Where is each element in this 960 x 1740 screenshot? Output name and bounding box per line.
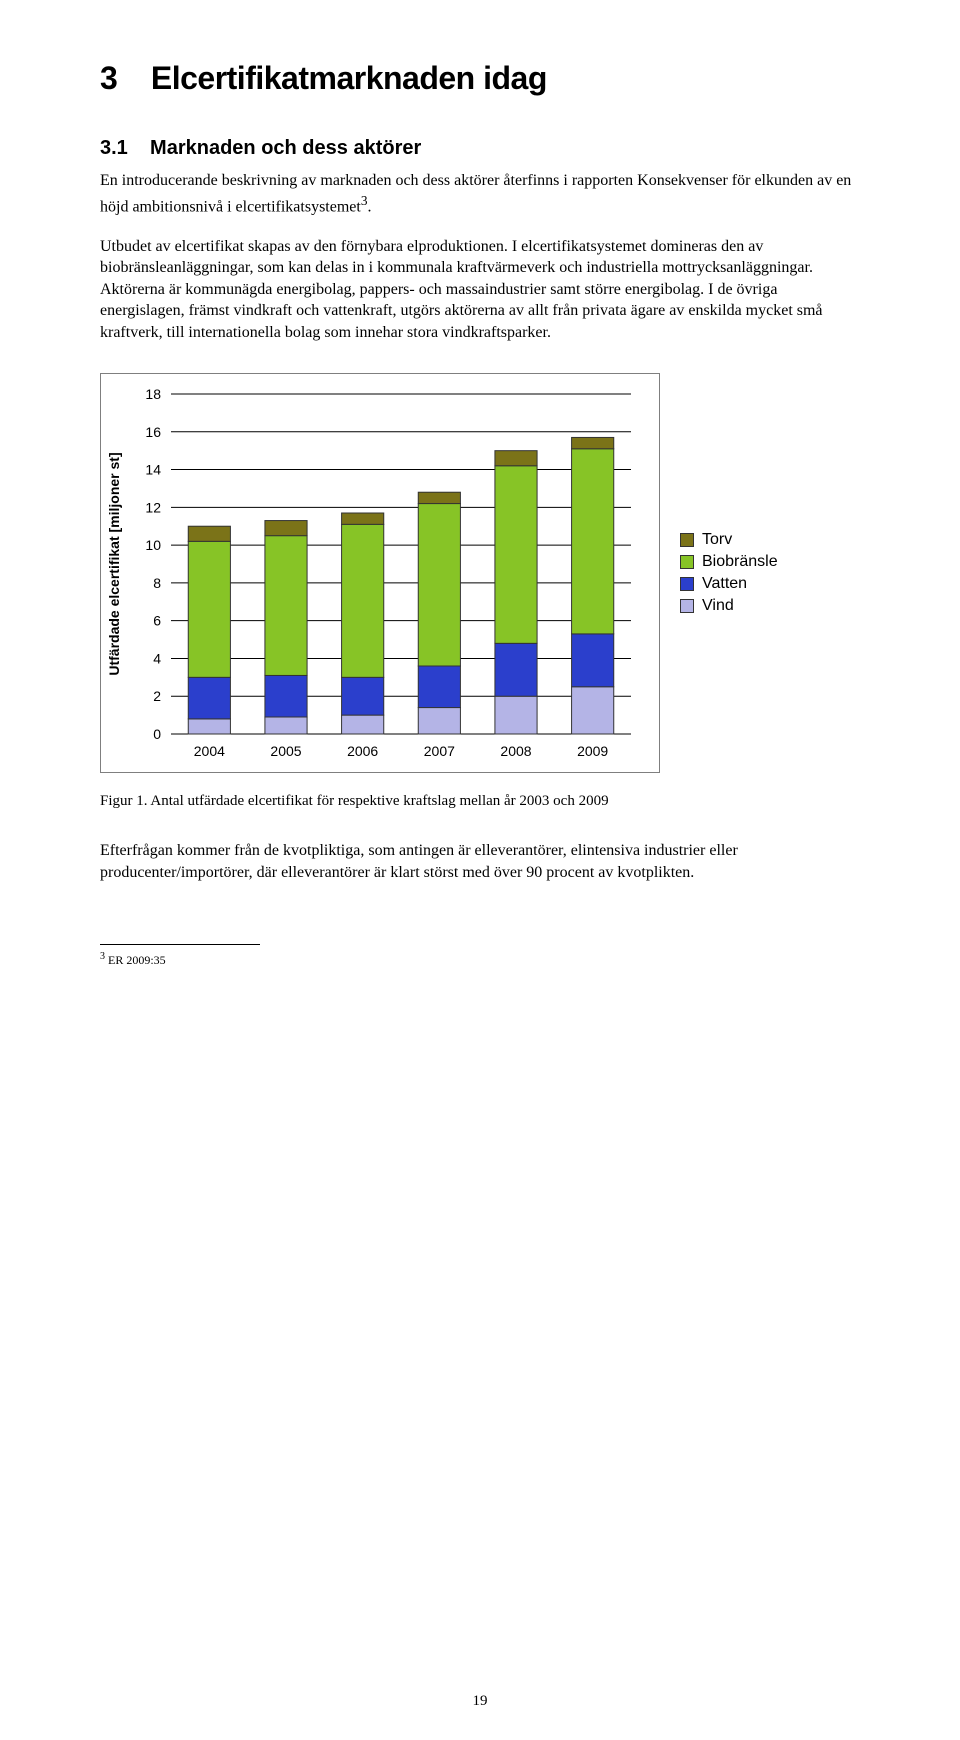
page-number: 19 (0, 1693, 960, 1710)
svg-text:14: 14 (145, 462, 161, 478)
legend-item: Vind (680, 597, 778, 615)
svg-text:8: 8 (153, 575, 161, 591)
svg-text:2006: 2006 (347, 743, 378, 759)
svg-text:0: 0 (153, 726, 161, 742)
heading-2: 3.1 Marknaden och dess aktörer (100, 137, 860, 160)
svg-text:2005: 2005 (270, 743, 301, 759)
svg-text:18: 18 (145, 386, 161, 402)
page: 3 Elcertifikatmarknaden idag 3.1 Marknad… (0, 0, 960, 1740)
svg-text:4: 4 (153, 651, 161, 667)
heading-1: 3 Elcertifikatmarknaden idag (100, 60, 860, 97)
heading-2-number: 3.1 (100, 137, 128, 159)
svg-text:2: 2 (153, 689, 161, 705)
chart-svg: 0 2 4 6 8 10 12 14 16 18 2004 2005 2006 2007 2008 2009 U… (101, 374, 661, 774)
legend-swatch (680, 533, 694, 547)
legend-label: Vatten (702, 575, 747, 593)
svg-text:12: 12 (145, 500, 161, 516)
svg-text:2004: 2004 (194, 743, 225, 759)
svg-text:2008: 2008 (500, 743, 531, 759)
legend-label: Torv (702, 531, 732, 549)
legend-item: Torv (680, 531, 778, 549)
legend-swatch (680, 599, 694, 613)
svg-text:2007: 2007 (424, 743, 455, 759)
legend-item: Vatten (680, 575, 778, 593)
legend-label: Biobränsle (702, 553, 778, 571)
svg-text:16: 16 (145, 424, 161, 440)
svg-text:2009: 2009 (577, 743, 608, 759)
svg-text:Utfärdade elcertifikat [miljon: Utfärdade elcertifikat [miljoner st] (106, 453, 122, 676)
paragraph-3: Efterfrågan kommer från de kvotpliktiga,… (100, 840, 860, 883)
legend-item: Biobränsle (680, 553, 778, 571)
legend-label: Vind (702, 597, 734, 615)
stacked-bar-chart: 0 2 4 6 8 10 12 14 16 18 2004 2005 2006 2007 2008 2009 U… (100, 373, 660, 773)
heading-1-number: 3 (100, 60, 117, 96)
chart-legend: Torv Biobränsle Vatten Vind (680, 527, 778, 619)
footnote-rule (100, 944, 260, 945)
legend-swatch (680, 577, 694, 591)
svg-text:10: 10 (145, 538, 161, 554)
paragraph-1-tail: . (368, 198, 372, 215)
footnote-text: ER 2009:35 (105, 953, 166, 967)
figure-caption: Figur 1. Antal utfärdade elcertifikat fö… (100, 793, 860, 810)
paragraph-2: Utbudet av elcertifikat skapas av den fö… (100, 236, 860, 344)
legend-swatch (680, 555, 694, 569)
svg-text:6: 6 (153, 613, 161, 629)
heading-1-text: Elcertifikatmarknaden idag (151, 60, 547, 96)
heading-2-text: Marknaden och dess aktörer (150, 137, 421, 159)
paragraph-1-text: En introducerande beskrivning av marknad… (100, 172, 851, 215)
footnote: 3 ER 2009:35 (100, 951, 860, 968)
paragraph-1: En introducerande beskrivning av marknad… (100, 170, 860, 218)
footnote-ref: 3 (361, 193, 368, 208)
chart-with-legend: 0 2 4 6 8 10 12 14 16 18 2004 2005 2006 2007 2008 2009 U… (100, 373, 860, 773)
